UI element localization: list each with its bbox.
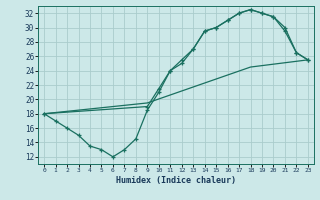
X-axis label: Humidex (Indice chaleur): Humidex (Indice chaleur) — [116, 176, 236, 185]
